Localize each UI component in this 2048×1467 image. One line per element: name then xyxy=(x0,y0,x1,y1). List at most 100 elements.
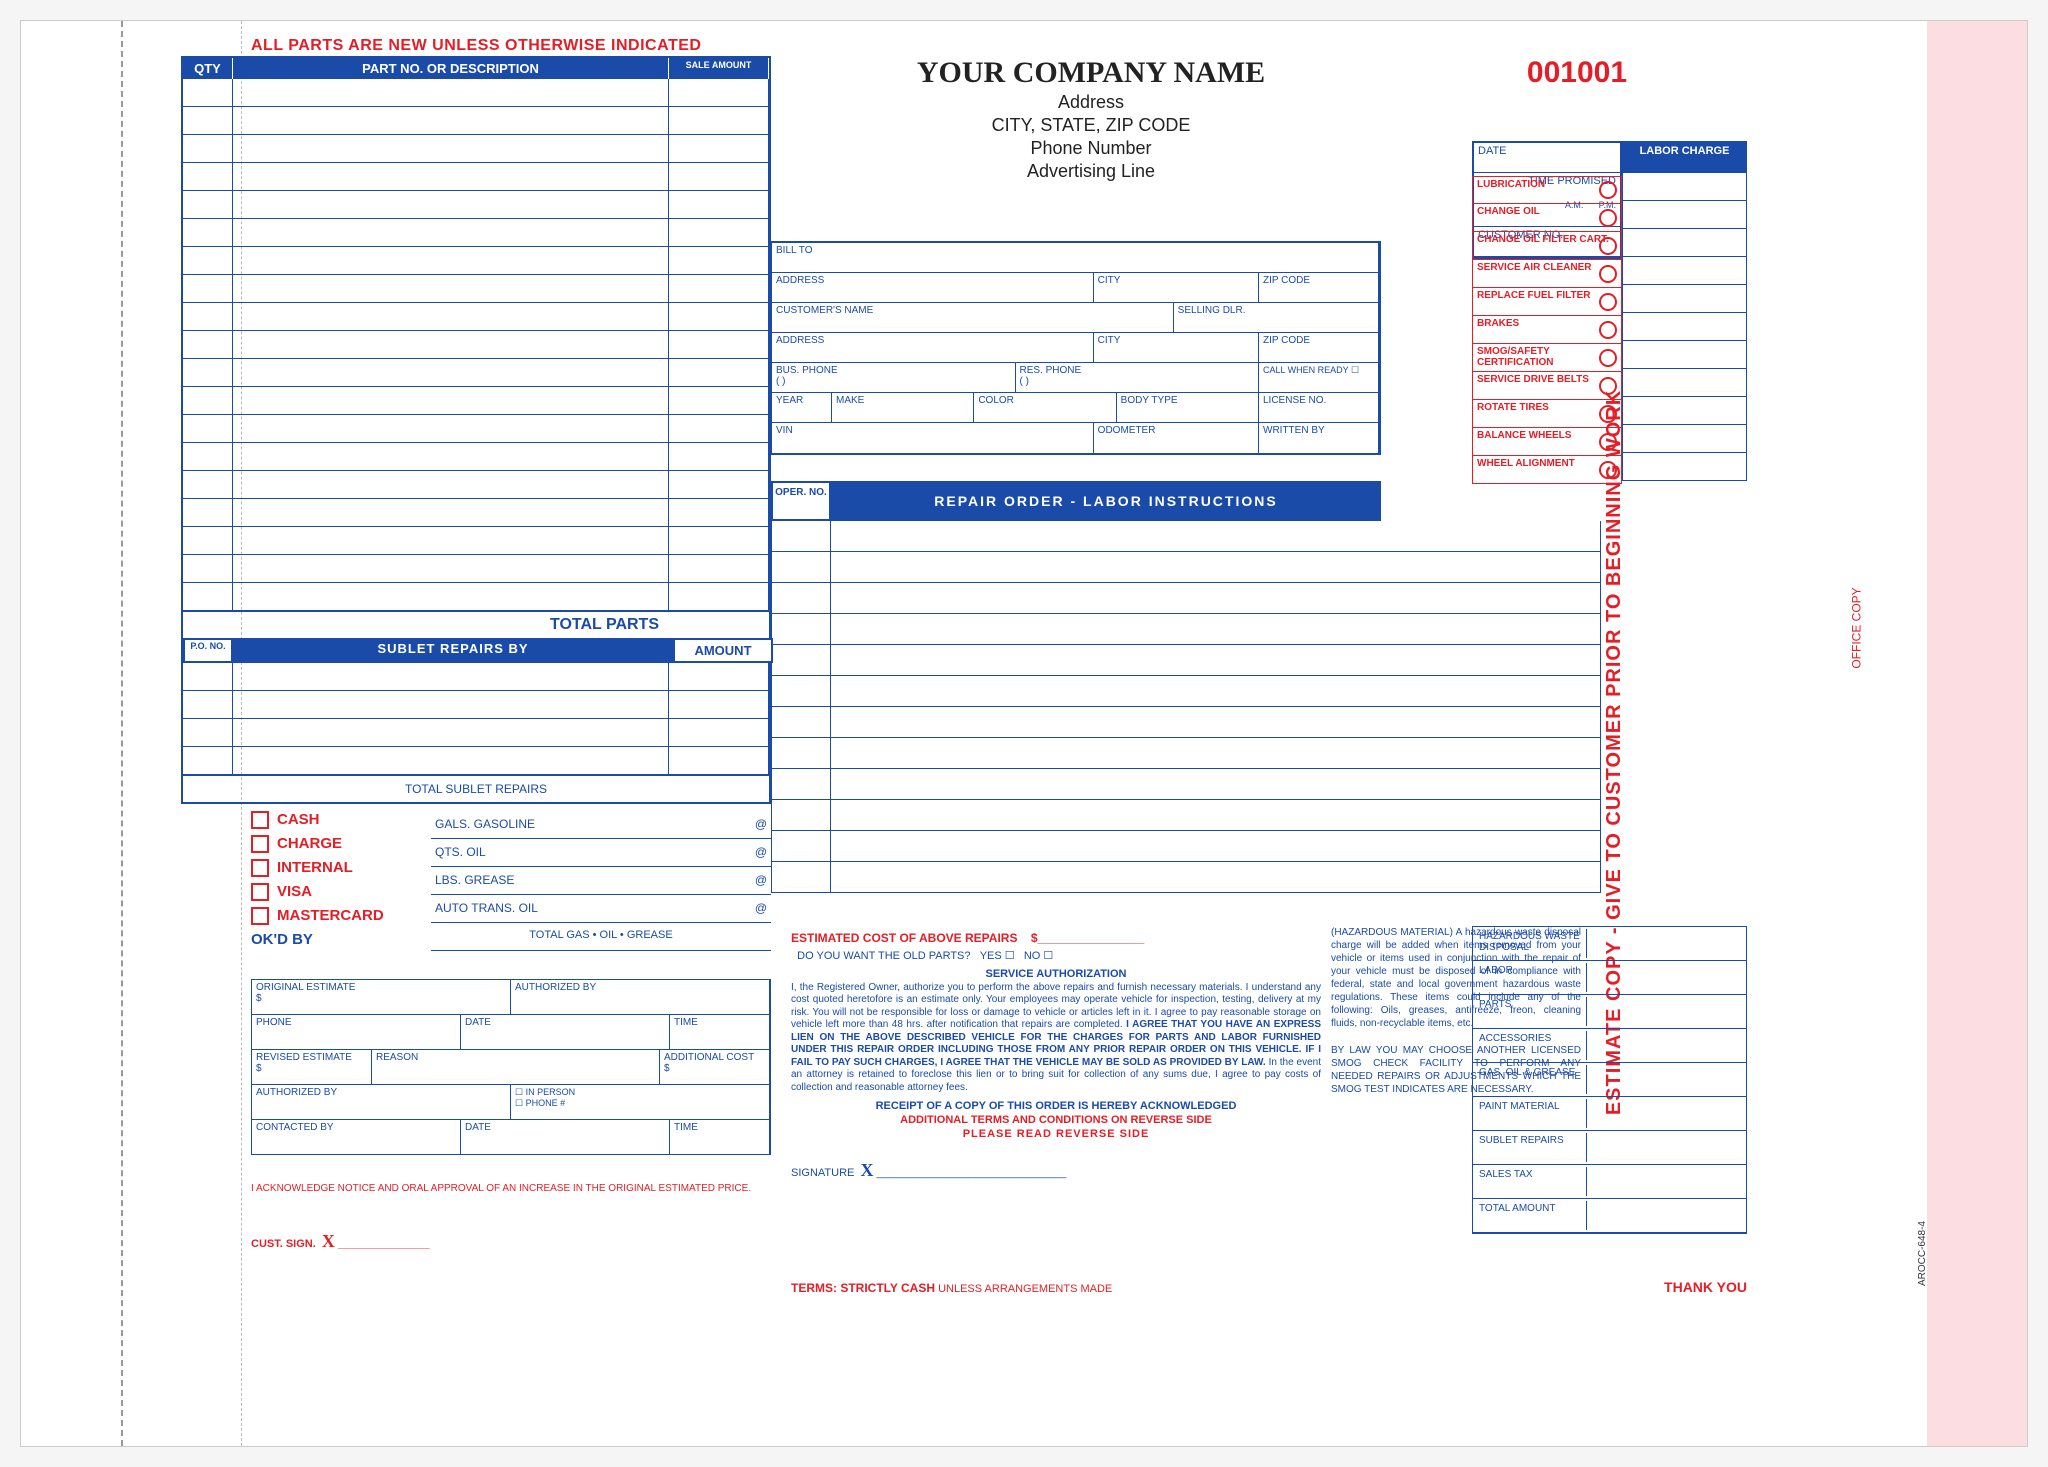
checkbox-icon[interactable] xyxy=(251,907,269,925)
service-circle-icon[interactable] xyxy=(1599,461,1617,479)
payment-option[interactable]: CASH xyxy=(251,811,384,829)
make-field[interactable]: MAKE xyxy=(832,393,974,422)
labor-instruction-row[interactable] xyxy=(771,614,1601,645)
sublet-row[interactable] xyxy=(183,747,769,775)
labor-instruction-row[interactable] xyxy=(771,738,1601,769)
total-row[interactable]: PARTS xyxy=(1473,995,1746,1029)
additional-cost[interactable]: ADDITIONAL COST$ xyxy=(660,1050,770,1084)
parts-row[interactable] xyxy=(183,359,769,387)
zip-field[interactable]: ZIP CODE xyxy=(1259,273,1379,302)
color-field[interactable]: COLOR xyxy=(974,393,1116,422)
labor-charge-row[interactable] xyxy=(1622,453,1747,481)
service-circle-icon[interactable] xyxy=(1599,377,1617,395)
service-item[interactable]: SMOG/SAFETY CERTIFICATION xyxy=(1472,344,1622,372)
checkbox-icon[interactable] xyxy=(251,859,269,877)
service-item[interactable]: ROTATE TIRES xyxy=(1472,400,1622,428)
service-item[interactable]: CHANGE OIL FILTER CART. xyxy=(1472,232,1622,260)
parts-row[interactable] xyxy=(183,135,769,163)
service-circle-icon[interactable] xyxy=(1599,181,1617,199)
selling-dealer-field[interactable]: SELLING DLR. xyxy=(1174,303,1379,332)
labor-instruction-row[interactable] xyxy=(771,583,1601,614)
date-contacted[interactable]: DATE xyxy=(461,1120,670,1154)
parts-row[interactable] xyxy=(183,219,769,247)
labor-instruction-row[interactable] xyxy=(771,552,1601,583)
service-item[interactable]: SERVICE AIR CLEANER xyxy=(1472,260,1622,288)
phone-est[interactable]: PHONE xyxy=(252,1015,461,1049)
parts-row[interactable] xyxy=(183,275,769,303)
parts-row[interactable] xyxy=(183,387,769,415)
service-circle-icon[interactable] xyxy=(1599,405,1617,423)
signature-line[interactable]: SIGNATURE X ____________________________… xyxy=(791,1159,1321,1182)
sublet-row[interactable] xyxy=(183,719,769,747)
old-parts-line[interactable]: DO YOU WANT THE OLD PARTS? YES ☐ NO ☐ xyxy=(791,950,1321,964)
in-person-phone[interactable]: ☐ IN PERSON☐ PHONE # xyxy=(511,1085,770,1119)
gals-gasoline[interactable]: GALS. GASOLINE@ xyxy=(431,811,771,839)
lbs-grease[interactable]: LBS. GREASE@ xyxy=(431,867,771,895)
payment-option[interactable]: INTERNAL xyxy=(251,859,384,877)
parts-row[interactable] xyxy=(183,415,769,443)
labor-instruction-row[interactable] xyxy=(771,645,1601,676)
authorized-by-2[interactable]: AUTHORIZED BY xyxy=(252,1085,511,1119)
date-field[interactable]: DATE xyxy=(1474,143,1620,173)
labor-instruction-row[interactable] xyxy=(771,800,1601,831)
service-item[interactable]: CHANGE OIL xyxy=(1472,204,1622,232)
payment-option[interactable]: VISA xyxy=(251,883,384,901)
labor-instruction-row[interactable] xyxy=(771,707,1601,738)
call-ready-field[interactable]: CALL WHEN READY ☐ xyxy=(1259,363,1379,392)
labor-charge-row[interactable] xyxy=(1622,229,1747,257)
parts-row[interactable] xyxy=(183,191,769,219)
checkbox-icon[interactable] xyxy=(251,883,269,901)
zip2-field[interactable]: ZIP CODE xyxy=(1259,333,1379,362)
body-type-field[interactable]: BODY TYPE xyxy=(1117,393,1259,422)
time-contacted[interactable]: TIME xyxy=(670,1120,770,1154)
address-field[interactable]: ADDRESS xyxy=(772,273,1094,302)
service-circle-icon[interactable] xyxy=(1599,265,1617,283)
total-row[interactable]: HAZARDOUS WASTE DISPOSAL xyxy=(1473,927,1746,961)
total-row[interactable]: LABOR xyxy=(1473,961,1746,995)
revised-estimate[interactable]: REVISED ESTIMATE$ xyxy=(252,1050,372,1084)
service-circle-icon[interactable] xyxy=(1599,237,1617,255)
service-item[interactable]: SERVICE DRIVE BELTS xyxy=(1472,372,1622,400)
service-circle-icon[interactable] xyxy=(1599,209,1617,227)
total-row[interactable]: TOTAL AMOUNT xyxy=(1473,1199,1746,1233)
labor-instruction-row[interactable] xyxy=(771,862,1601,893)
labor-charge-row[interactable] xyxy=(1622,173,1747,201)
qts-oil[interactable]: QTS. OIL@ xyxy=(431,839,771,867)
parts-row[interactable] xyxy=(183,527,769,555)
labor-charge-row[interactable] xyxy=(1622,397,1747,425)
parts-row[interactable] xyxy=(183,79,769,107)
reason[interactable]: REASON xyxy=(372,1050,660,1084)
labor-charge-row[interactable] xyxy=(1622,257,1747,285)
written-by-field[interactable]: WRITTEN BY xyxy=(1259,423,1379,453)
service-item[interactable]: WHEEL ALIGNMENT xyxy=(1472,456,1622,484)
bus-phone-field[interactable]: BUS. PHONE( ) xyxy=(772,363,1016,392)
total-row[interactable]: GAS, OIL & GREASE xyxy=(1473,1063,1746,1097)
total-row[interactable]: SUBLET REPAIRS xyxy=(1473,1131,1746,1165)
service-item[interactable]: BRAKES xyxy=(1472,316,1622,344)
parts-row[interactable] xyxy=(183,471,769,499)
labor-charge-row[interactable] xyxy=(1622,313,1747,341)
labor-instruction-row[interactable] xyxy=(771,769,1601,800)
total-row[interactable]: PAINT MATERIAL xyxy=(1473,1097,1746,1131)
labor-charge-row[interactable] xyxy=(1622,425,1747,453)
date-est[interactable]: DATE xyxy=(461,1015,670,1049)
parts-row[interactable] xyxy=(183,583,769,611)
checkbox-icon[interactable] xyxy=(251,811,269,829)
parts-row[interactable] xyxy=(183,303,769,331)
payment-option[interactable]: CHARGE xyxy=(251,835,384,853)
orig-estimate[interactable]: ORIGINAL ESTIMATE$ xyxy=(252,980,511,1014)
parts-row[interactable] xyxy=(183,107,769,135)
parts-row[interactable] xyxy=(183,443,769,471)
sublet-row[interactable] xyxy=(183,691,769,719)
parts-row[interactable] xyxy=(183,555,769,583)
parts-row[interactable] xyxy=(183,163,769,191)
parts-row[interactable] xyxy=(183,499,769,527)
bill-to-field[interactable]: BILL TO xyxy=(772,243,1379,272)
authorized-by[interactable]: AUTHORIZED BY xyxy=(511,980,770,1014)
service-item[interactable]: LUBRICATION xyxy=(1472,176,1622,204)
sublet-row[interactable] xyxy=(183,663,769,691)
license-field[interactable]: LICENSE NO. xyxy=(1259,393,1379,422)
total-row[interactable]: SALES TAX xyxy=(1473,1165,1746,1199)
parts-row[interactable] xyxy=(183,331,769,359)
labor-charge-row[interactable] xyxy=(1622,285,1747,313)
